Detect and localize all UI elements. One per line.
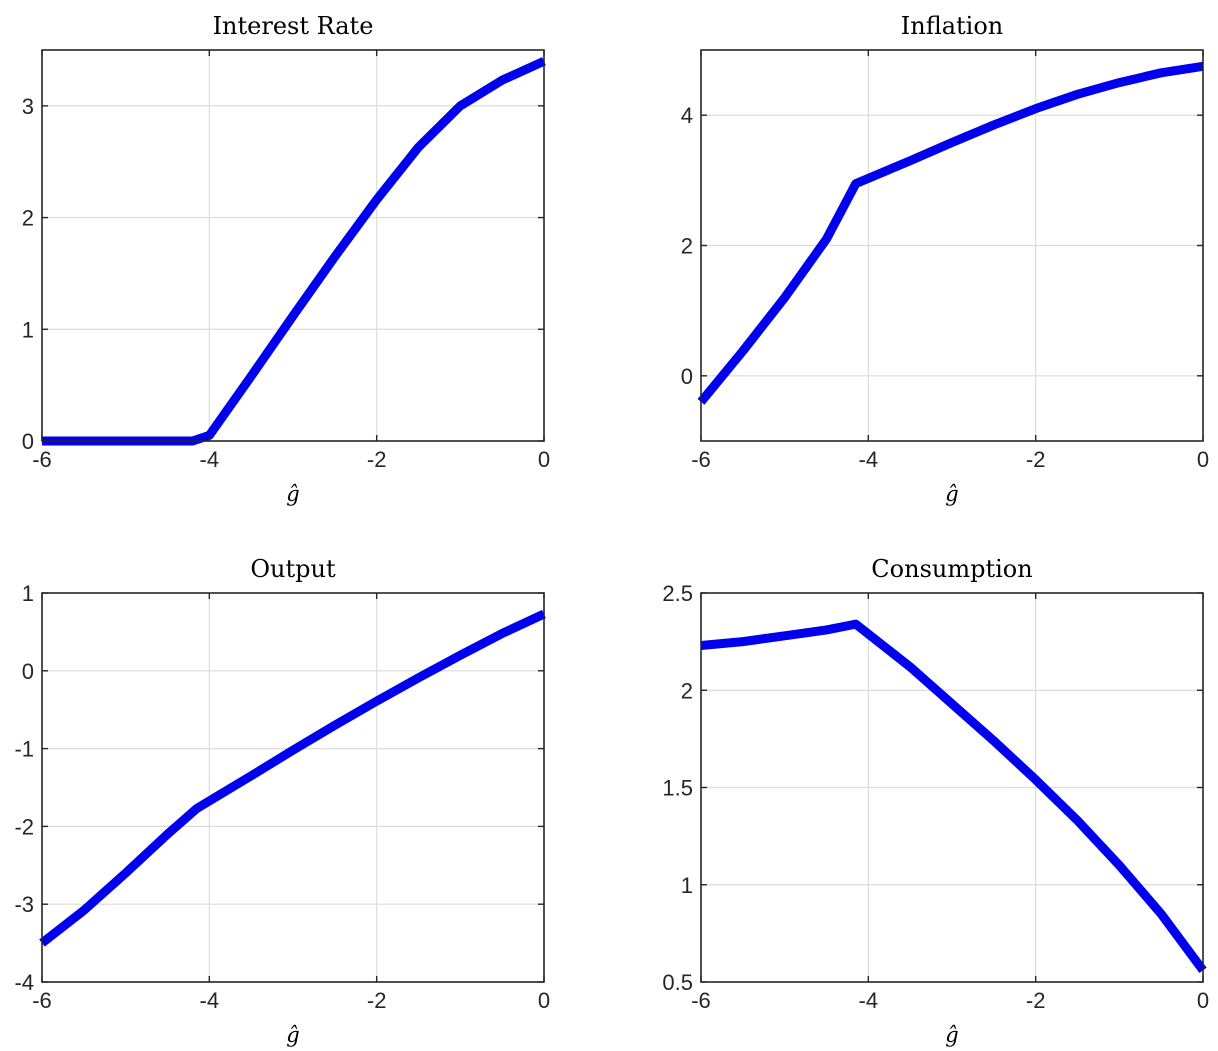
x-tick-label: -4 [859,447,879,472]
y-tick-label: 3 [22,94,34,119]
subplot-2: -6 -4 -2 0 0 2 4 Inflation ĝ [681,12,1209,506]
chart-title: Interest Rate [213,12,374,40]
y-tick-label: 1 [22,581,34,606]
series-line-1 [697,61,1204,405]
y-tick-label: 0 [22,659,34,684]
y-tick-label: 0.5 [662,970,693,995]
x-axis-label: ĝ [286,1023,299,1047]
y-tick-label: -1 [14,737,34,762]
series-line-1 [39,609,546,947]
x-axis-label: ĝ [286,482,299,506]
y-tick-label: 1 [681,873,693,898]
chart-title: Consumption [871,555,1032,583]
x-tick-label: 0 [1197,447,1209,472]
axes-frame [41,49,545,442]
x-tick-label: -2 [1026,447,1046,472]
x-tick-label: -6 [691,447,711,472]
subplot-1: -6 -4 -2 0 0 1 2 3 Interest Rate ĝ [22,12,550,506]
x-tick-label: 0 [1197,988,1209,1013]
x-tick-label: -4 [200,988,220,1013]
y-tick-label: -4 [14,970,34,995]
subplot-4: -6 -4 -2 0 0.5 1 1.5 2 2.5 Consumption ĝ [662,555,1209,1047]
y-tick-label: 2.5 [662,581,693,606]
y-tick-label: 2 [681,678,693,703]
y-tick-label: -3 [14,892,34,917]
chart-title: Output [250,555,336,583]
y-tick-label: 2 [681,234,693,259]
y-tick-label: 1.5 [662,776,693,801]
y-tick-label: 1 [22,317,34,342]
x-tick-label: -2 [367,447,387,472]
axes-frame [41,592,545,983]
y-tick-label: 0 [22,429,34,454]
x-tick-label: -2 [1026,988,1046,1013]
chart-title: Inflation [901,12,1003,40]
x-axis-label: ĝ [945,482,958,506]
series-line-1 [700,619,1207,974]
x-tick-label: 0 [538,988,550,1013]
x-tick-label: -6 [691,988,711,1013]
y-tick-label: 0 [681,364,693,389]
y-tick-label: 2 [22,206,34,231]
y-tick-label: 4 [681,103,693,128]
y-tick-label: -2 [14,814,34,839]
x-axis-label: ĝ [945,1023,958,1047]
series-line-1 [42,57,546,446]
x-tick-label: 0 [538,447,550,472]
x-tick-label: -6 [32,988,52,1013]
x-tick-label: -4 [859,988,879,1013]
x-tick-label: -6 [32,447,52,472]
x-tick-label: -4 [200,447,220,472]
x-tick-label: -2 [367,988,387,1013]
